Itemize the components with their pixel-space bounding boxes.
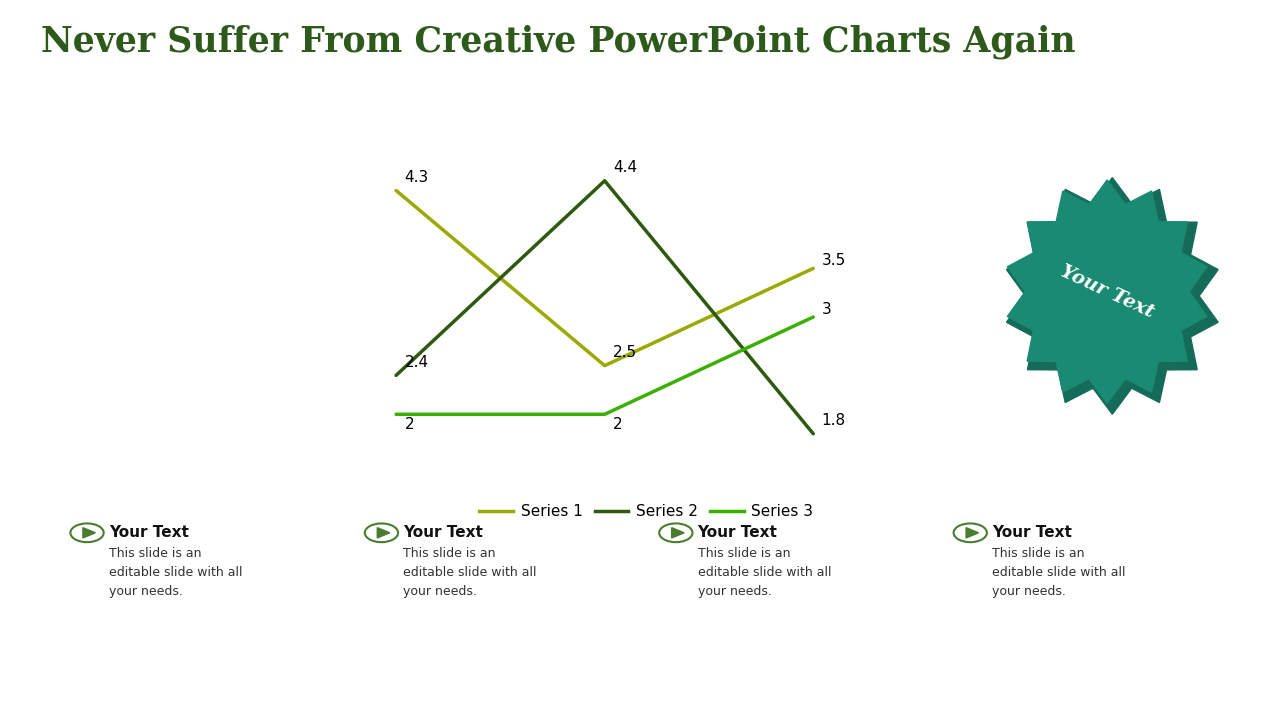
Text: 3: 3 — [822, 302, 832, 317]
Text: This slide is an
editable slide with all
your needs.: This slide is an editable slide with all… — [109, 547, 242, 598]
Text: This slide is an
editable slide with all
your needs.: This slide is an editable slide with all… — [403, 547, 536, 598]
Legend: Series 1, Series 2, Series 3: Series 1, Series 2, Series 3 — [474, 498, 819, 525]
Text: 2.4: 2.4 — [404, 354, 429, 369]
Text: 3.5: 3.5 — [822, 253, 846, 269]
Text: 1.8: 1.8 — [822, 413, 846, 428]
Text: 2.5: 2.5 — [613, 345, 637, 360]
Text: Your Text: Your Text — [992, 526, 1071, 540]
Text: This slide is an
editable slide with all
your needs.: This slide is an editable slide with all… — [698, 547, 831, 598]
Text: 4.4: 4.4 — [613, 160, 637, 175]
Text: 2: 2 — [404, 417, 413, 432]
Polygon shape — [1007, 180, 1207, 403]
Text: Never Suffer From Creative PowerPoint Charts Again: Never Suffer From Creative PowerPoint Ch… — [41, 24, 1075, 59]
Text: This slide is an
editable slide with all
your needs.: This slide is an editable slide with all… — [992, 547, 1125, 598]
Text: 2: 2 — [613, 417, 622, 432]
Text: 4.3: 4.3 — [404, 170, 429, 184]
Text: Your Text: Your Text — [1057, 262, 1157, 321]
Text: Your Text: Your Text — [109, 526, 188, 540]
Polygon shape — [1006, 178, 1219, 414]
Text: Your Text: Your Text — [403, 526, 483, 540]
Text: Your Text: Your Text — [698, 526, 777, 540]
